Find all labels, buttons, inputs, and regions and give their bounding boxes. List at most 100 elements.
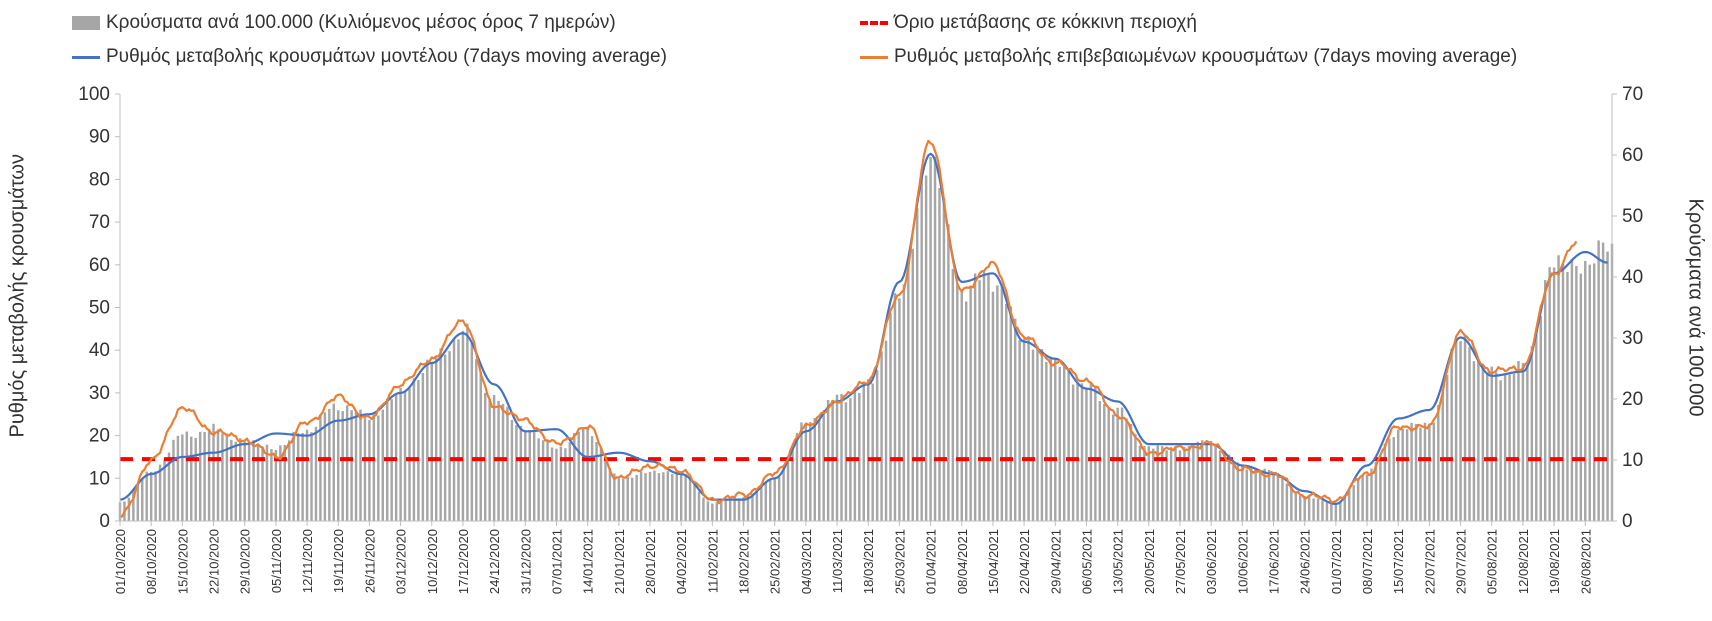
bar-day (345, 405, 349, 521)
bar-day (1423, 422, 1427, 521)
y-right-tick-label: 30 (1622, 328, 1643, 349)
bar-day (479, 371, 482, 521)
bar-day (1316, 498, 1320, 521)
bar-day (1468, 347, 1471, 521)
bar-day (715, 502, 719, 521)
bar-day (1343, 495, 1346, 521)
bar-day (564, 448, 567, 521)
bar-day (532, 430, 536, 521)
bar-day (314, 426, 318, 521)
bar-day (1245, 469, 1249, 521)
bar-day (933, 156, 937, 521)
bar-day (434, 357, 438, 521)
bar-day (1570, 259, 1574, 521)
bar-day (368, 419, 371, 521)
bar-day (1058, 366, 1061, 521)
bar-day (230, 439, 233, 521)
bar-day (760, 484, 763, 521)
bar-day (964, 301, 968, 521)
bar-day (198, 431, 202, 521)
bar-day (871, 383, 874, 521)
bar-day (519, 425, 523, 521)
bar-day (1192, 447, 1195, 521)
bar-day (1116, 407, 1119, 521)
x-tick-label: 19/08/2021 (1547, 529, 1562, 594)
bar-day (782, 468, 785, 521)
bar-day (858, 393, 861, 521)
bar-day (742, 497, 745, 521)
bar-day (581, 428, 585, 521)
bar-day (920, 175, 923, 521)
bar-day (1000, 286, 1004, 521)
bar-day (1054, 358, 1057, 521)
bar-day (595, 442, 598, 521)
bar-day (1566, 271, 1569, 521)
bar-day (1236, 462, 1240, 521)
bar-day (626, 476, 629, 521)
bar-day (978, 280, 981, 521)
bar-day (1548, 267, 1551, 521)
x-tick-label: 12/11/2020 (300, 529, 315, 593)
bar-day (915, 208, 919, 521)
bar-day (328, 408, 331, 521)
bar-day (483, 392, 487, 521)
x-tick-label: 10/06/2021 (1235, 529, 1250, 594)
bar-day (1294, 491, 1298, 521)
bar-day (381, 409, 384, 521)
x-tick-label: 15/10/2020 (175, 529, 190, 594)
bar-day (546, 440, 549, 521)
bar-day (1107, 408, 1110, 521)
bar-day (190, 436, 193, 521)
bar-day (573, 432, 576, 521)
x-tick-label: 12/08/2021 (1516, 529, 1531, 594)
y-right-tick-label: 10 (1622, 450, 1643, 471)
bar-day (1601, 242, 1605, 521)
bar-day (1517, 361, 1520, 521)
bar-day (1227, 454, 1231, 521)
bar-day (1592, 263, 1596, 521)
x-tick-label: 17/12/2020 (456, 529, 471, 594)
bar-day (399, 387, 402, 521)
bar-day (457, 339, 460, 521)
x-tick-label: 24/12/2020 (487, 529, 502, 594)
bar-day (1209, 440, 1213, 521)
bar-day (1521, 363, 1525, 521)
y-right-tick-label: 20 (1622, 389, 1643, 410)
bar-day (132, 490, 135, 521)
bar-day (1321, 500, 1324, 521)
x-tick-label: 07/01/2021 (549, 529, 564, 594)
bar-day (697, 491, 701, 521)
bar-day (1512, 373, 1516, 521)
x-tick-label: 18/02/2021 (737, 529, 752, 594)
legend-item-bars: Κρούσματα ανά 100.000 (Κυλιόμενος μέσος … (72, 12, 616, 34)
x-tick-label: 24/06/2021 (1298, 529, 1313, 594)
x-tick-label: 15/07/2021 (1391, 529, 1406, 594)
bar-day (1428, 423, 1431, 521)
bar-day (706, 501, 710, 521)
bar-day (1348, 489, 1351, 521)
bar-day (265, 444, 269, 521)
bar-day (167, 452, 171, 521)
bar-day (1392, 437, 1395, 521)
bar-day (818, 419, 821, 521)
bar-day (969, 285, 972, 521)
y-left-tick-label: 70 (89, 212, 110, 233)
axes-group: 0 10 20 30 40 50 60 70 80 90 100 0 10 20 30 40 50 60 70 01/… (78, 84, 1643, 594)
bar-day (1062, 364, 1066, 521)
bar-day (1374, 461, 1378, 521)
bar-day (341, 411, 344, 521)
x-tick-label: 04/02/2021 (674, 529, 689, 594)
bar-day (292, 432, 295, 521)
bar-day (1290, 486, 1293, 521)
bar-day (430, 362, 433, 521)
bar-day (301, 433, 304, 521)
y-left-tick-label: 40 (89, 340, 110, 361)
bar-day (310, 432, 313, 521)
bar-day (207, 429, 211, 521)
y-right-tick-label: 70 (1622, 84, 1643, 105)
bar-day (377, 415, 380, 521)
bar-day (911, 248, 914, 521)
x-tick-label: 06/05/2021 (1079, 529, 1094, 594)
bar-day (1494, 372, 1498, 521)
